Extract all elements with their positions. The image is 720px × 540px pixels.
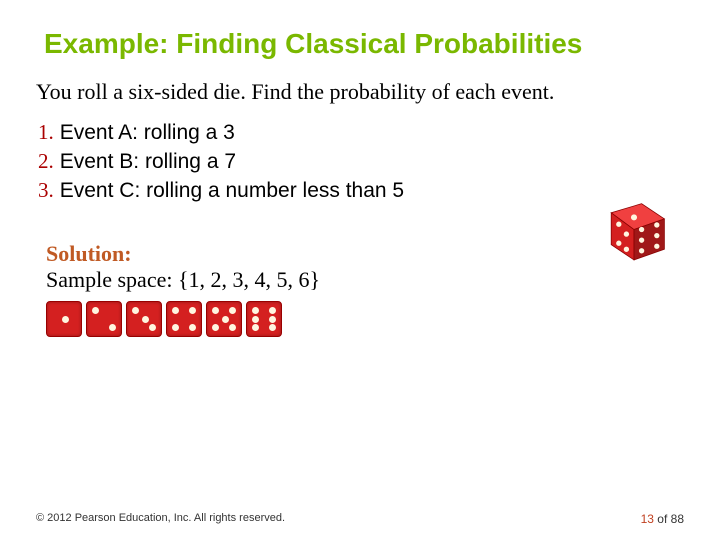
page-total: 88 xyxy=(671,512,684,526)
footer: © 2012 Pearson Education, Inc. All right… xyxy=(36,512,684,526)
dice-row xyxy=(46,301,684,337)
die-face-3 xyxy=(126,301,162,337)
list-item: 1. Event A: rolling a 3 xyxy=(38,120,684,145)
list-text: Event C: rolling a number less than 5 xyxy=(60,179,404,202)
die-face-2 xyxy=(86,301,122,337)
list-number: 3. xyxy=(38,178,54,202)
die-face-4 xyxy=(166,301,202,337)
die-face-1 xyxy=(46,301,82,337)
page-current: 13 xyxy=(641,512,654,526)
list-item: 3. Event C: rolling a number less than 5 xyxy=(38,178,684,203)
die-face-6 xyxy=(246,301,282,337)
list-text: Event A: rolling a 3 xyxy=(60,121,235,144)
list-item: 2. Event B: rolling a 7 xyxy=(38,149,684,174)
solution-label: Solution: xyxy=(46,241,684,267)
copyright-text: © 2012 Pearson Education, Inc. All right… xyxy=(36,512,285,526)
die-face-5 xyxy=(206,301,242,337)
solution-block: Solution: Sample space: {1, 2, 3, 4, 5, … xyxy=(46,241,684,337)
list-number: 2. xyxy=(38,149,54,173)
slide-title: Example: Finding Classical Probabilities xyxy=(44,28,684,60)
problem-statement: You roll a six-sided die. Find the proba… xyxy=(36,78,684,106)
page-number: 13 of 88 xyxy=(641,512,684,526)
page-sep: of xyxy=(654,512,671,526)
dice-3d-icon xyxy=(596,190,672,266)
list-text: Event B: rolling a 7 xyxy=(60,150,236,173)
event-list: 1. Event A: rolling a 3 2. Event B: rollin… xyxy=(38,120,684,203)
solution-text: Sample space: {1, 2, 3, 4, 5, 6} xyxy=(46,267,684,293)
slide: Example: Finding Classical Probabilities… xyxy=(0,0,720,540)
list-number: 1. xyxy=(38,120,54,144)
